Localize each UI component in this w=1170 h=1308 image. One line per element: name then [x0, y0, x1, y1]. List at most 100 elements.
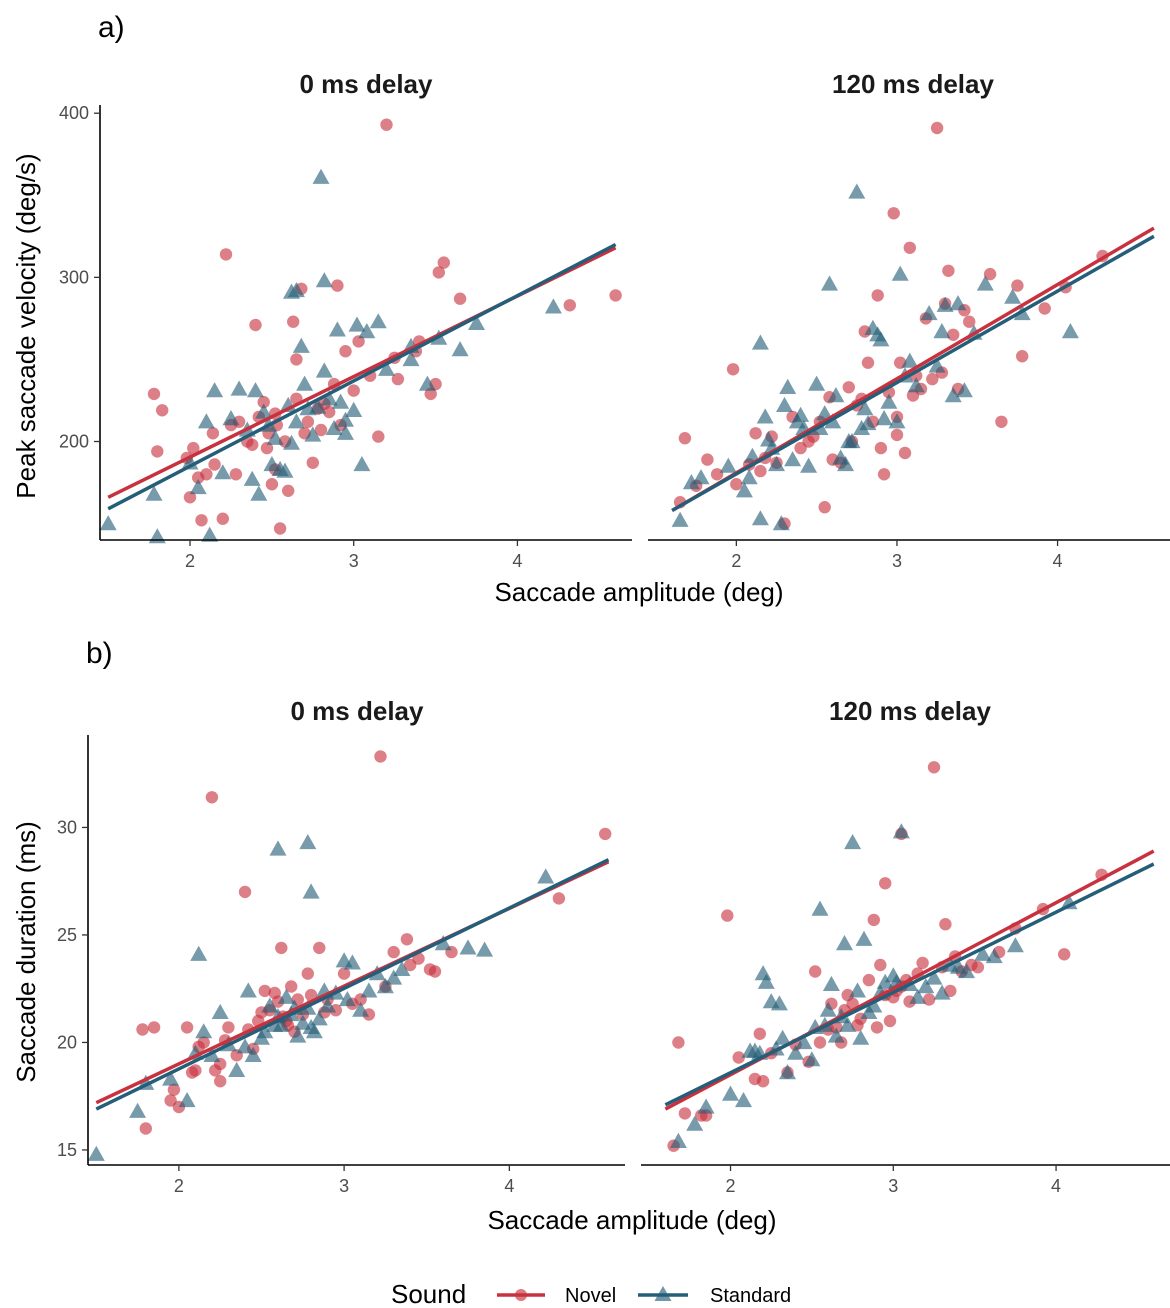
- point-novel: [749, 427, 762, 440]
- point-novel: [552, 892, 566, 905]
- point-standard: [190, 945, 208, 961]
- point-novel: [187, 441, 200, 455]
- point-standard: [468, 314, 485, 330]
- point-novel: [372, 430, 385, 443]
- point-standard: [343, 954, 361, 970]
- point-standard: [821, 275, 838, 291]
- point-standard: [768, 456, 785, 472]
- facet-title-a-120ms: 120 ms delay: [832, 69, 994, 99]
- legend-key-novel: [497, 1289, 545, 1301]
- point-standard: [369, 313, 387, 329]
- point-standard: [669, 1132, 687, 1148]
- y-tick-label: 200: [59, 432, 89, 452]
- point-standard: [803, 1051, 821, 1067]
- point-novel: [963, 315, 976, 328]
- legend-title: Sound: [391, 1279, 466, 1308]
- point-novel: [903, 241, 916, 254]
- point-standard: [277, 988, 295, 1004]
- point-novel: [870, 1021, 884, 1034]
- x-tick-label: 4: [1051, 1176, 1061, 1196]
- point-standard: [843, 433, 861, 449]
- point-standard: [816, 405, 834, 421]
- point-standard: [236, 1038, 254, 1054]
- point-standard: [434, 935, 452, 951]
- point-standard: [697, 1098, 715, 1114]
- point-novel: [753, 1027, 766, 1041]
- x-tick-label: 2: [174, 1176, 184, 1196]
- point-standard: [325, 419, 343, 435]
- point-standard: [751, 334, 769, 350]
- point-novel: [275, 941, 288, 955]
- point-standard: [925, 969, 943, 985]
- point-standard: [244, 1046, 262, 1062]
- point-novel: [323, 405, 336, 419]
- point-novel: [347, 384, 360, 397]
- point-standard: [848, 183, 866, 199]
- point-standard: [99, 515, 117, 531]
- point-standard: [776, 396, 793, 412]
- point-standard: [195, 1023, 213, 1039]
- point-standard: [459, 939, 477, 955]
- point-novel: [151, 445, 164, 458]
- point-novel: [180, 1021, 194, 1034]
- point-standard: [719, 457, 737, 473]
- point-novel: [219, 248, 233, 261]
- point-novel: [287, 315, 300, 328]
- point-standard: [332, 393, 350, 409]
- point-novel: [238, 885, 252, 899]
- point-standard: [87, 1145, 105, 1161]
- point-novel: [1011, 279, 1024, 292]
- point-standard: [376, 978, 394, 994]
- fit-line-standard: [107, 242, 617, 511]
- point-novel: [926, 372, 939, 386]
- x-tick-label: 4: [512, 551, 522, 571]
- point-standard: [302, 1018, 320, 1034]
- point-novel: [304, 988, 318, 1002]
- point-novel: [813, 1036, 827, 1049]
- point-novel: [947, 328, 960, 341]
- point-novel: [197, 1036, 210, 1049]
- point-standard: [255, 403, 273, 419]
- y-tick-label: 400: [59, 103, 89, 123]
- point-standard: [289, 1027, 307, 1043]
- point-standard: [722, 1085, 739, 1101]
- point-standard: [328, 321, 346, 337]
- point-novel: [147, 387, 161, 401]
- point-novel: [424, 387, 437, 401]
- point-novel: [290, 353, 303, 366]
- point-novel: [374, 750, 387, 763]
- point-standard: [292, 337, 310, 353]
- point-standard: [682, 474, 700, 490]
- x-tick-label: 3: [349, 551, 359, 571]
- point-standard: [891, 265, 909, 281]
- point-standard: [811, 900, 829, 916]
- point-novel: [205, 791, 219, 804]
- point-standard: [856, 400, 874, 416]
- point-standard: [917, 978, 935, 994]
- point-novel: [400, 933, 414, 946]
- point-novel: [432, 266, 445, 279]
- point-standard: [294, 1014, 312, 1030]
- point-standard: [837, 456, 855, 472]
- point-novel: [879, 877, 892, 890]
- point-novel: [971, 961, 985, 974]
- point-standard: [784, 451, 802, 467]
- point-standard: [974, 945, 992, 961]
- point-novel: [249, 318, 262, 332]
- point-novel: [818, 501, 831, 514]
- point-novel: [246, 438, 259, 451]
- point-standard: [774, 1029, 792, 1045]
- x-tick-label: 3: [339, 1176, 349, 1196]
- point-standard: [770, 995, 788, 1011]
- point-novel: [939, 918, 952, 931]
- point-novel: [942, 264, 955, 277]
- point-standard: [852, 1029, 870, 1045]
- point-standard: [955, 382, 973, 398]
- fit-line-standard: [664, 862, 1155, 1107]
- point-novel: [339, 345, 352, 358]
- point-novel: [337, 967, 351, 980]
- x-tick-label: 4: [504, 1176, 514, 1196]
- point-standard: [800, 457, 818, 473]
- point-standard: [892, 823, 910, 839]
- point-novel: [391, 372, 405, 386]
